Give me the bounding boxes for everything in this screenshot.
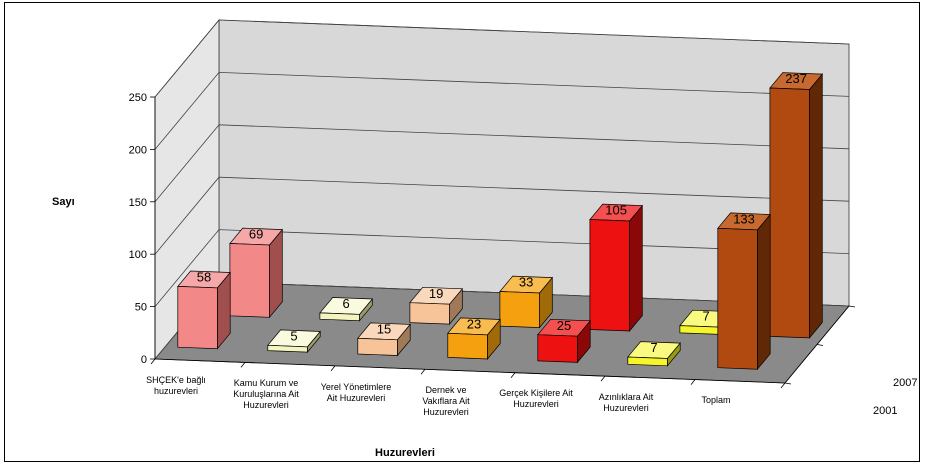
data-label-2001-0: 58 bbox=[197, 269, 211, 284]
data-label-2007-6: 237 bbox=[785, 71, 807, 86]
y-tick-label: 100 bbox=[129, 249, 147, 261]
data-label-2007-4: 105 bbox=[605, 203, 627, 218]
bar-2001-2 bbox=[357, 337, 398, 356]
bar-2007-6 bbox=[769, 87, 810, 339]
category-label-line: Gerçek Kişilere Ait bbox=[499, 388, 573, 399]
gridline bbox=[154, 176, 850, 255]
chart-plot: 0 50 100 150 200 250 69 6 19 33 105 7 237 58 5 15 23 25 7 1… bbox=[129, 18, 856, 389]
x-tick bbox=[690, 379, 696, 385]
category-label-2: Yerel Yönetimlere Ait Huzurevleri bbox=[300, 382, 412, 404]
data-label-2007-3: 33 bbox=[519, 275, 533, 290]
category-label-line: Yerel Yönetimlere bbox=[320, 381, 392, 392]
data-label-2001-2: 15 bbox=[377, 321, 391, 336]
depth-tick bbox=[784, 382, 792, 385]
category-label-line: huzurevleri bbox=[153, 385, 199, 396]
series-label-2007: 2007 bbox=[893, 377, 918, 389]
bar-2001-0 bbox=[177, 286, 218, 350]
data-label-2001-5: 7 bbox=[650, 340, 657, 355]
category-label-line: Vakıflara Ait bbox=[422, 396, 470, 406]
x-tick bbox=[510, 372, 516, 378]
y-axis-label: Sayı bbox=[52, 196, 75, 208]
data-label-2001-3: 23 bbox=[467, 316, 481, 331]
x-tick bbox=[150, 358, 156, 365]
bar-2007-0 bbox=[229, 243, 270, 318]
bar-side-2007-4 bbox=[629, 204, 643, 332]
gridline bbox=[154, 71, 850, 150]
y-tick-label: 0 bbox=[141, 354, 147, 366]
x-tick bbox=[240, 362, 246, 368]
category-label-line: Huzurevleri bbox=[513, 399, 559, 410]
bar-2007-5 bbox=[679, 325, 720, 335]
category-label-3: Dernek ve Vakıflara Ait Huzurevleri bbox=[390, 385, 502, 418]
series-label-2001: 2001 bbox=[873, 405, 898, 417]
category-label-line: SHÇEK'e bağlı bbox=[146, 374, 206, 385]
data-label-2001-1: 5 bbox=[290, 328, 297, 343]
bar-2001-5 bbox=[627, 356, 668, 367]
bar-2007-1 bbox=[319, 312, 360, 322]
data-label-2007-2: 19 bbox=[429, 286, 443, 301]
depth-tick bbox=[816, 344, 824, 346]
gridline bbox=[154, 124, 850, 203]
bar-2001-6 bbox=[717, 227, 758, 370]
category-label-line: Kamu Kurum ve bbox=[233, 378, 299, 389]
data-label-2007-0: 69 bbox=[249, 227, 263, 242]
category-label-line: Huzurevleri bbox=[603, 402, 649, 413]
bar-2001-4 bbox=[537, 334, 578, 363]
category-label-1: Kamu Kurum ve Kuruluşlarına Ait Huzurevler… bbox=[210, 378, 322, 411]
bar-2007-3 bbox=[499, 291, 540, 328]
y-tick-label: 150 bbox=[129, 197, 147, 209]
y-tick-label: 50 bbox=[135, 302, 147, 314]
data-label-2001-4: 25 bbox=[557, 318, 571, 333]
x-axis bbox=[154, 358, 786, 384]
x-tick bbox=[780, 382, 786, 389]
data-label-2007-5: 7 bbox=[703, 309, 710, 324]
category-label-line: Kuruluşlarına Ait bbox=[233, 389, 299, 400]
category-label-5: Azınlıklara Ait Huzurevleri bbox=[570, 392, 682, 414]
data-label-2007-1: 6 bbox=[343, 296, 350, 311]
bar-2007-4 bbox=[589, 219, 630, 332]
category-label-line: Huzurevleri bbox=[243, 400, 289, 411]
depth-tick bbox=[848, 305, 856, 308]
x-tick bbox=[600, 375, 606, 382]
bar-2001-3 bbox=[447, 332, 488, 360]
bar-side-2001-6 bbox=[757, 213, 771, 371]
category-label-line: Dernek ve bbox=[425, 385, 467, 395]
data-label-2001-6: 133 bbox=[733, 211, 755, 226]
category-label-6: Toplam bbox=[660, 395, 772, 406]
bar-side-2007-6 bbox=[809, 73, 823, 339]
chart-frame: 0 50 100 150 200 250 69 6 19 33 105 7 237 58 5 15 23 25 7 1… bbox=[4, 2, 920, 462]
y-tick-label: 200 bbox=[129, 144, 147, 156]
category-label-line: Toplam bbox=[701, 395, 731, 406]
category-label-0: SHÇEK'e bağlı huzurevleri bbox=[120, 375, 232, 397]
x-tick bbox=[330, 365, 336, 372]
gridline bbox=[154, 19, 850, 98]
x-tick bbox=[420, 369, 426, 375]
bar-2001-1 bbox=[267, 344, 308, 353]
y-tick-label: 250 bbox=[129, 92, 147, 104]
category-label-line: Huzurevleri bbox=[423, 407, 469, 417]
category-label-line: Azınlıklara Ait bbox=[598, 391, 654, 402]
x-axis-label: Huzurevleri bbox=[375, 447, 435, 459]
category-label-4: Gerçek Kişilere Ait Huzurevleri bbox=[480, 388, 592, 410]
bar-2007-2 bbox=[409, 302, 450, 325]
category-label-line: Ait Huzurevleri bbox=[326, 392, 386, 403]
